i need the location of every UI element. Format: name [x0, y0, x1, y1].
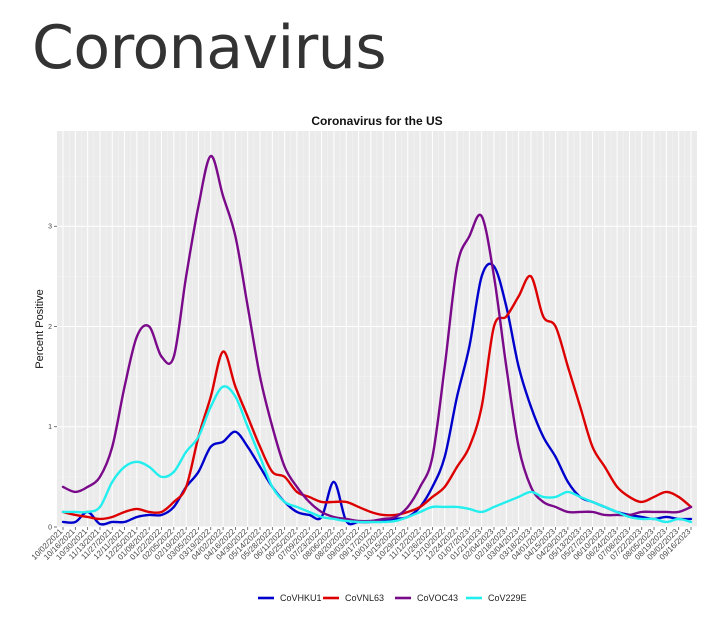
y-tick-label: 0: [48, 525, 52, 532]
series-line-covoc43: [61, 154, 693, 523]
chart: Coronavirus for the US 0 1 2 3 10/02/202110…: [30, 114, 697, 603]
series-layer: [61, 154, 693, 526]
grid-major: [57, 131, 697, 528]
page-heading: Coronavirus: [32, 13, 387, 83]
y-tick-label: 2: [48, 324, 52, 331]
chart-title: Coronavirus for the US: [311, 114, 442, 128]
x-axis-ticks: 10/02/202110/16/202110/30/202111/13/2021…: [30, 527, 693, 562]
legend: CoVHKU1 CoVNL63 CoVOC43 CoV229E: [258, 593, 527, 603]
y-tick-label: 1: [48, 424, 52, 431]
series-line-cov229e: [61, 385, 693, 524]
y-tick-label: 3: [48, 224, 52, 231]
legend-label: CoV229E: [488, 593, 527, 603]
y-axis-label: Percent Positive: [34, 289, 46, 368]
series-line-covnl63: [61, 274, 693, 521]
legend-label: CoVHKU1: [280, 593, 322, 603]
y-axis-ticks: 0 1 2 3: [48, 224, 57, 532]
legend-label: CoVNL63: [345, 593, 384, 603]
legend-label: CoVOC43: [417, 593, 458, 603]
